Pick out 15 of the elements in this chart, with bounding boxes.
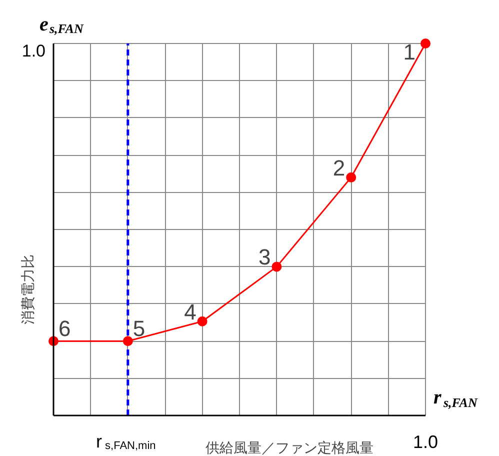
point <box>420 38 430 48</box>
annotation: 3 <box>258 244 271 270</box>
text: 1.0 <box>22 42 46 60</box>
text: es,FAN <box>40 14 84 36</box>
x-axis-title: 供給風量／ファン定格風量 <box>206 440 374 456</box>
point <box>272 262 282 272</box>
annotation: 2 <box>332 155 346 180</box>
annotation: 1 <box>403 40 416 64</box>
point <box>122 336 133 346</box>
point <box>346 172 356 182</box>
y-axis-title: 消費電力比 <box>20 254 36 324</box>
annotation: 5 <box>132 316 146 342</box>
annotation: 4 <box>184 299 196 324</box>
annotation: 6 <box>58 316 71 342</box>
point <box>197 316 208 326</box>
